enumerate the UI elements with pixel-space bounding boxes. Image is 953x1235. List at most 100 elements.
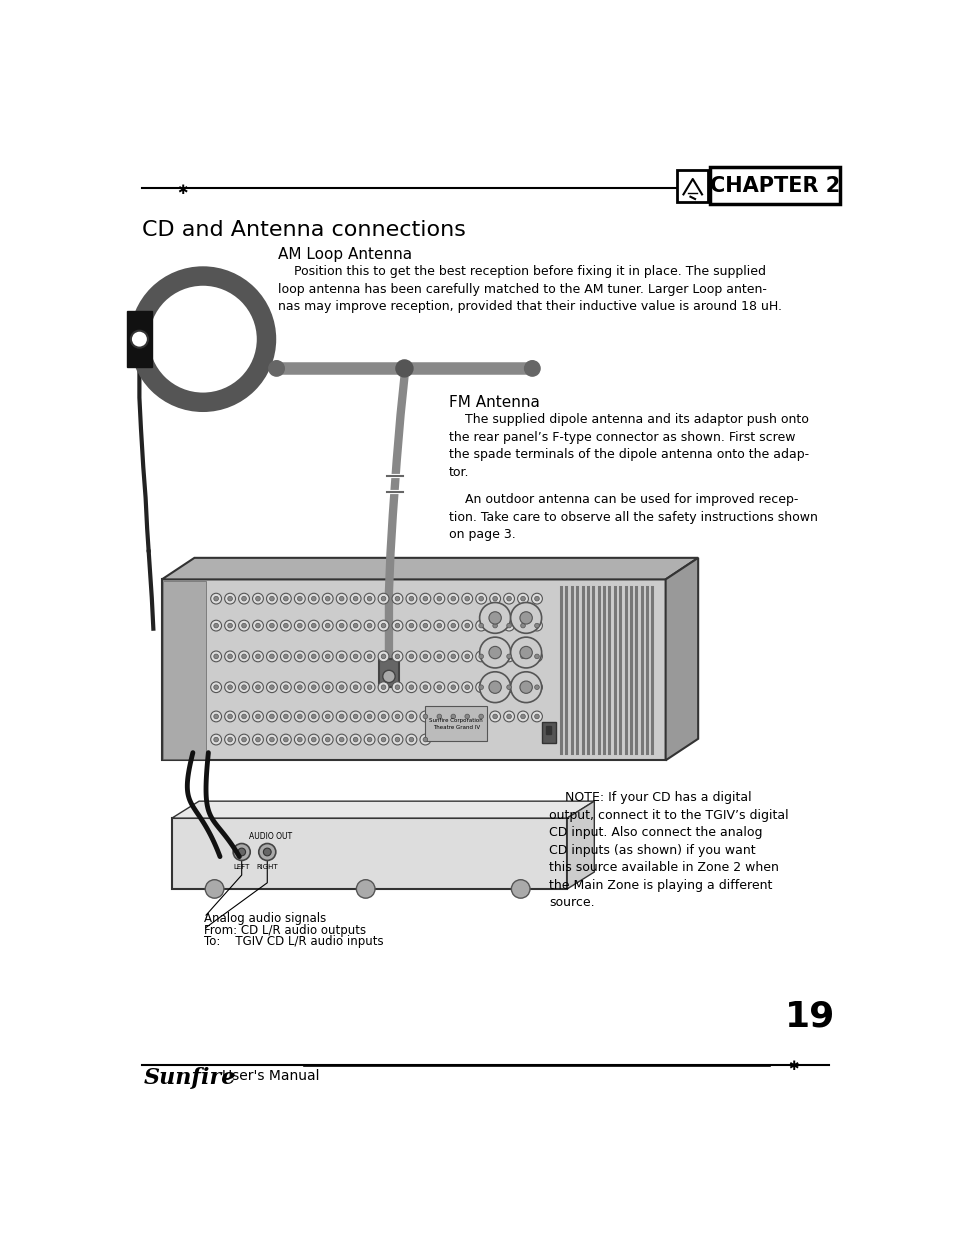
Circle shape	[534, 624, 538, 627]
Text: NOTE: If your CD has a digital
output, connect it to the TGIV’s digital
CD input: NOTE: If your CD has a digital output, c…	[549, 792, 788, 909]
Circle shape	[213, 655, 218, 658]
Circle shape	[322, 651, 333, 662]
Circle shape	[258, 844, 275, 861]
Circle shape	[506, 597, 511, 601]
Circle shape	[406, 620, 416, 631]
Circle shape	[238, 593, 249, 604]
Circle shape	[238, 711, 249, 721]
Text: An outdoor antenna can be used for improved recep-
tion. Take care to observe al: An outdoor antenna can be used for impro…	[448, 493, 817, 541]
Circle shape	[335, 620, 347, 631]
Circle shape	[422, 597, 427, 601]
Circle shape	[241, 737, 246, 742]
Circle shape	[325, 685, 330, 689]
Circle shape	[253, 711, 263, 721]
Circle shape	[510, 637, 541, 668]
Circle shape	[422, 737, 427, 742]
Circle shape	[283, 714, 288, 719]
Circle shape	[434, 620, 444, 631]
Circle shape	[381, 597, 385, 601]
Circle shape	[266, 734, 277, 745]
Circle shape	[297, 737, 302, 742]
Circle shape	[464, 714, 469, 719]
Circle shape	[461, 682, 472, 693]
Circle shape	[476, 651, 486, 662]
Circle shape	[350, 593, 360, 604]
Circle shape	[308, 620, 319, 631]
Circle shape	[434, 711, 444, 721]
Circle shape	[503, 711, 514, 721]
Circle shape	[489, 651, 500, 662]
Circle shape	[464, 597, 469, 601]
Circle shape	[534, 714, 538, 719]
Circle shape	[325, 737, 330, 742]
Circle shape	[506, 685, 511, 689]
Circle shape	[237, 848, 245, 856]
Circle shape	[211, 651, 221, 662]
Circle shape	[308, 734, 319, 745]
Circle shape	[381, 685, 385, 689]
Text: ✱: ✱	[177, 184, 188, 198]
Circle shape	[308, 651, 319, 662]
Circle shape	[447, 620, 458, 631]
Circle shape	[488, 611, 500, 624]
Circle shape	[520, 655, 525, 658]
Circle shape	[367, 714, 372, 719]
Circle shape	[266, 651, 277, 662]
Circle shape	[325, 624, 330, 627]
Circle shape	[406, 711, 416, 721]
Circle shape	[447, 682, 458, 693]
Circle shape	[228, 685, 233, 689]
Bar	[546, 726, 550, 734]
Circle shape	[367, 655, 372, 658]
Circle shape	[517, 593, 528, 604]
Circle shape	[489, 593, 500, 604]
Circle shape	[238, 651, 249, 662]
Circle shape	[436, 655, 441, 658]
Text: CHAPTER 2: CHAPTER 2	[709, 175, 840, 196]
Circle shape	[350, 711, 360, 721]
Circle shape	[419, 651, 431, 662]
Circle shape	[531, 593, 542, 604]
Circle shape	[478, 714, 483, 719]
Circle shape	[255, 624, 260, 627]
Polygon shape	[665, 558, 698, 761]
Circle shape	[464, 655, 469, 658]
Circle shape	[266, 620, 277, 631]
Text: Sunfire Corporation
Theatre Grand IV: Sunfire Corporation Theatre Grand IV	[429, 719, 483, 730]
Circle shape	[510, 672, 541, 703]
Circle shape	[503, 682, 514, 693]
Circle shape	[325, 597, 330, 601]
Circle shape	[339, 655, 344, 658]
Circle shape	[503, 620, 514, 631]
Circle shape	[520, 714, 525, 719]
Circle shape	[325, 655, 330, 658]
Circle shape	[228, 737, 233, 742]
Text: FM Antenna: FM Antenna	[448, 395, 539, 410]
Bar	[677, 169, 707, 203]
Circle shape	[311, 655, 315, 658]
Circle shape	[478, 597, 483, 601]
Circle shape	[461, 593, 472, 604]
Circle shape	[280, 734, 291, 745]
Circle shape	[228, 624, 233, 627]
Circle shape	[519, 611, 532, 624]
Circle shape	[266, 593, 277, 604]
Circle shape	[395, 685, 399, 689]
Circle shape	[255, 714, 260, 719]
Circle shape	[353, 655, 357, 658]
Circle shape	[478, 624, 483, 627]
Circle shape	[395, 714, 399, 719]
Circle shape	[339, 624, 344, 627]
Circle shape	[377, 682, 389, 693]
Circle shape	[297, 597, 302, 601]
Circle shape	[211, 620, 221, 631]
Circle shape	[280, 620, 291, 631]
Circle shape	[519, 680, 532, 693]
Circle shape	[511, 879, 530, 898]
Circle shape	[266, 682, 277, 693]
Circle shape	[479, 637, 510, 668]
Circle shape	[476, 620, 486, 631]
Circle shape	[534, 685, 538, 689]
Circle shape	[131, 331, 148, 347]
Circle shape	[308, 593, 319, 604]
